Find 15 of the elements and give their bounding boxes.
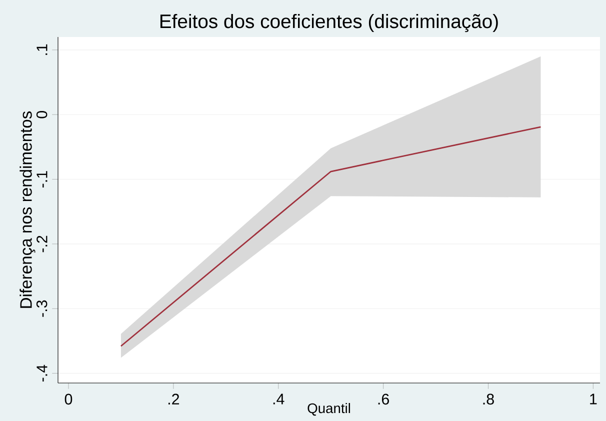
x-tick-label: 0 (64, 394, 72, 405)
y-tick-label: .1 (36, 44, 48, 55)
y-tick-label: 0 (36, 110, 48, 118)
x-tick-label: .2 (168, 394, 180, 404)
x-tick-label: .8 (483, 394, 494, 405)
y-axis-title: Diferença nos rendimentos (20, 111, 36, 308)
x-axis-title: Quantil (308, 403, 350, 416)
x-tick-label: .6 (378, 394, 389, 405)
chart-title: Efeitos dos coeficientes (discriminação) (160, 14, 498, 32)
y-tick-label: -.3 (36, 300, 48, 317)
y-tick-label: -.4 (36, 364, 48, 382)
x-tick-label: .4 (273, 394, 284, 404)
y-tick-label: -.2 (36, 236, 48, 252)
y-tick-label: -.1 (36, 171, 48, 188)
x-tick-label: 1 (590, 394, 597, 404)
